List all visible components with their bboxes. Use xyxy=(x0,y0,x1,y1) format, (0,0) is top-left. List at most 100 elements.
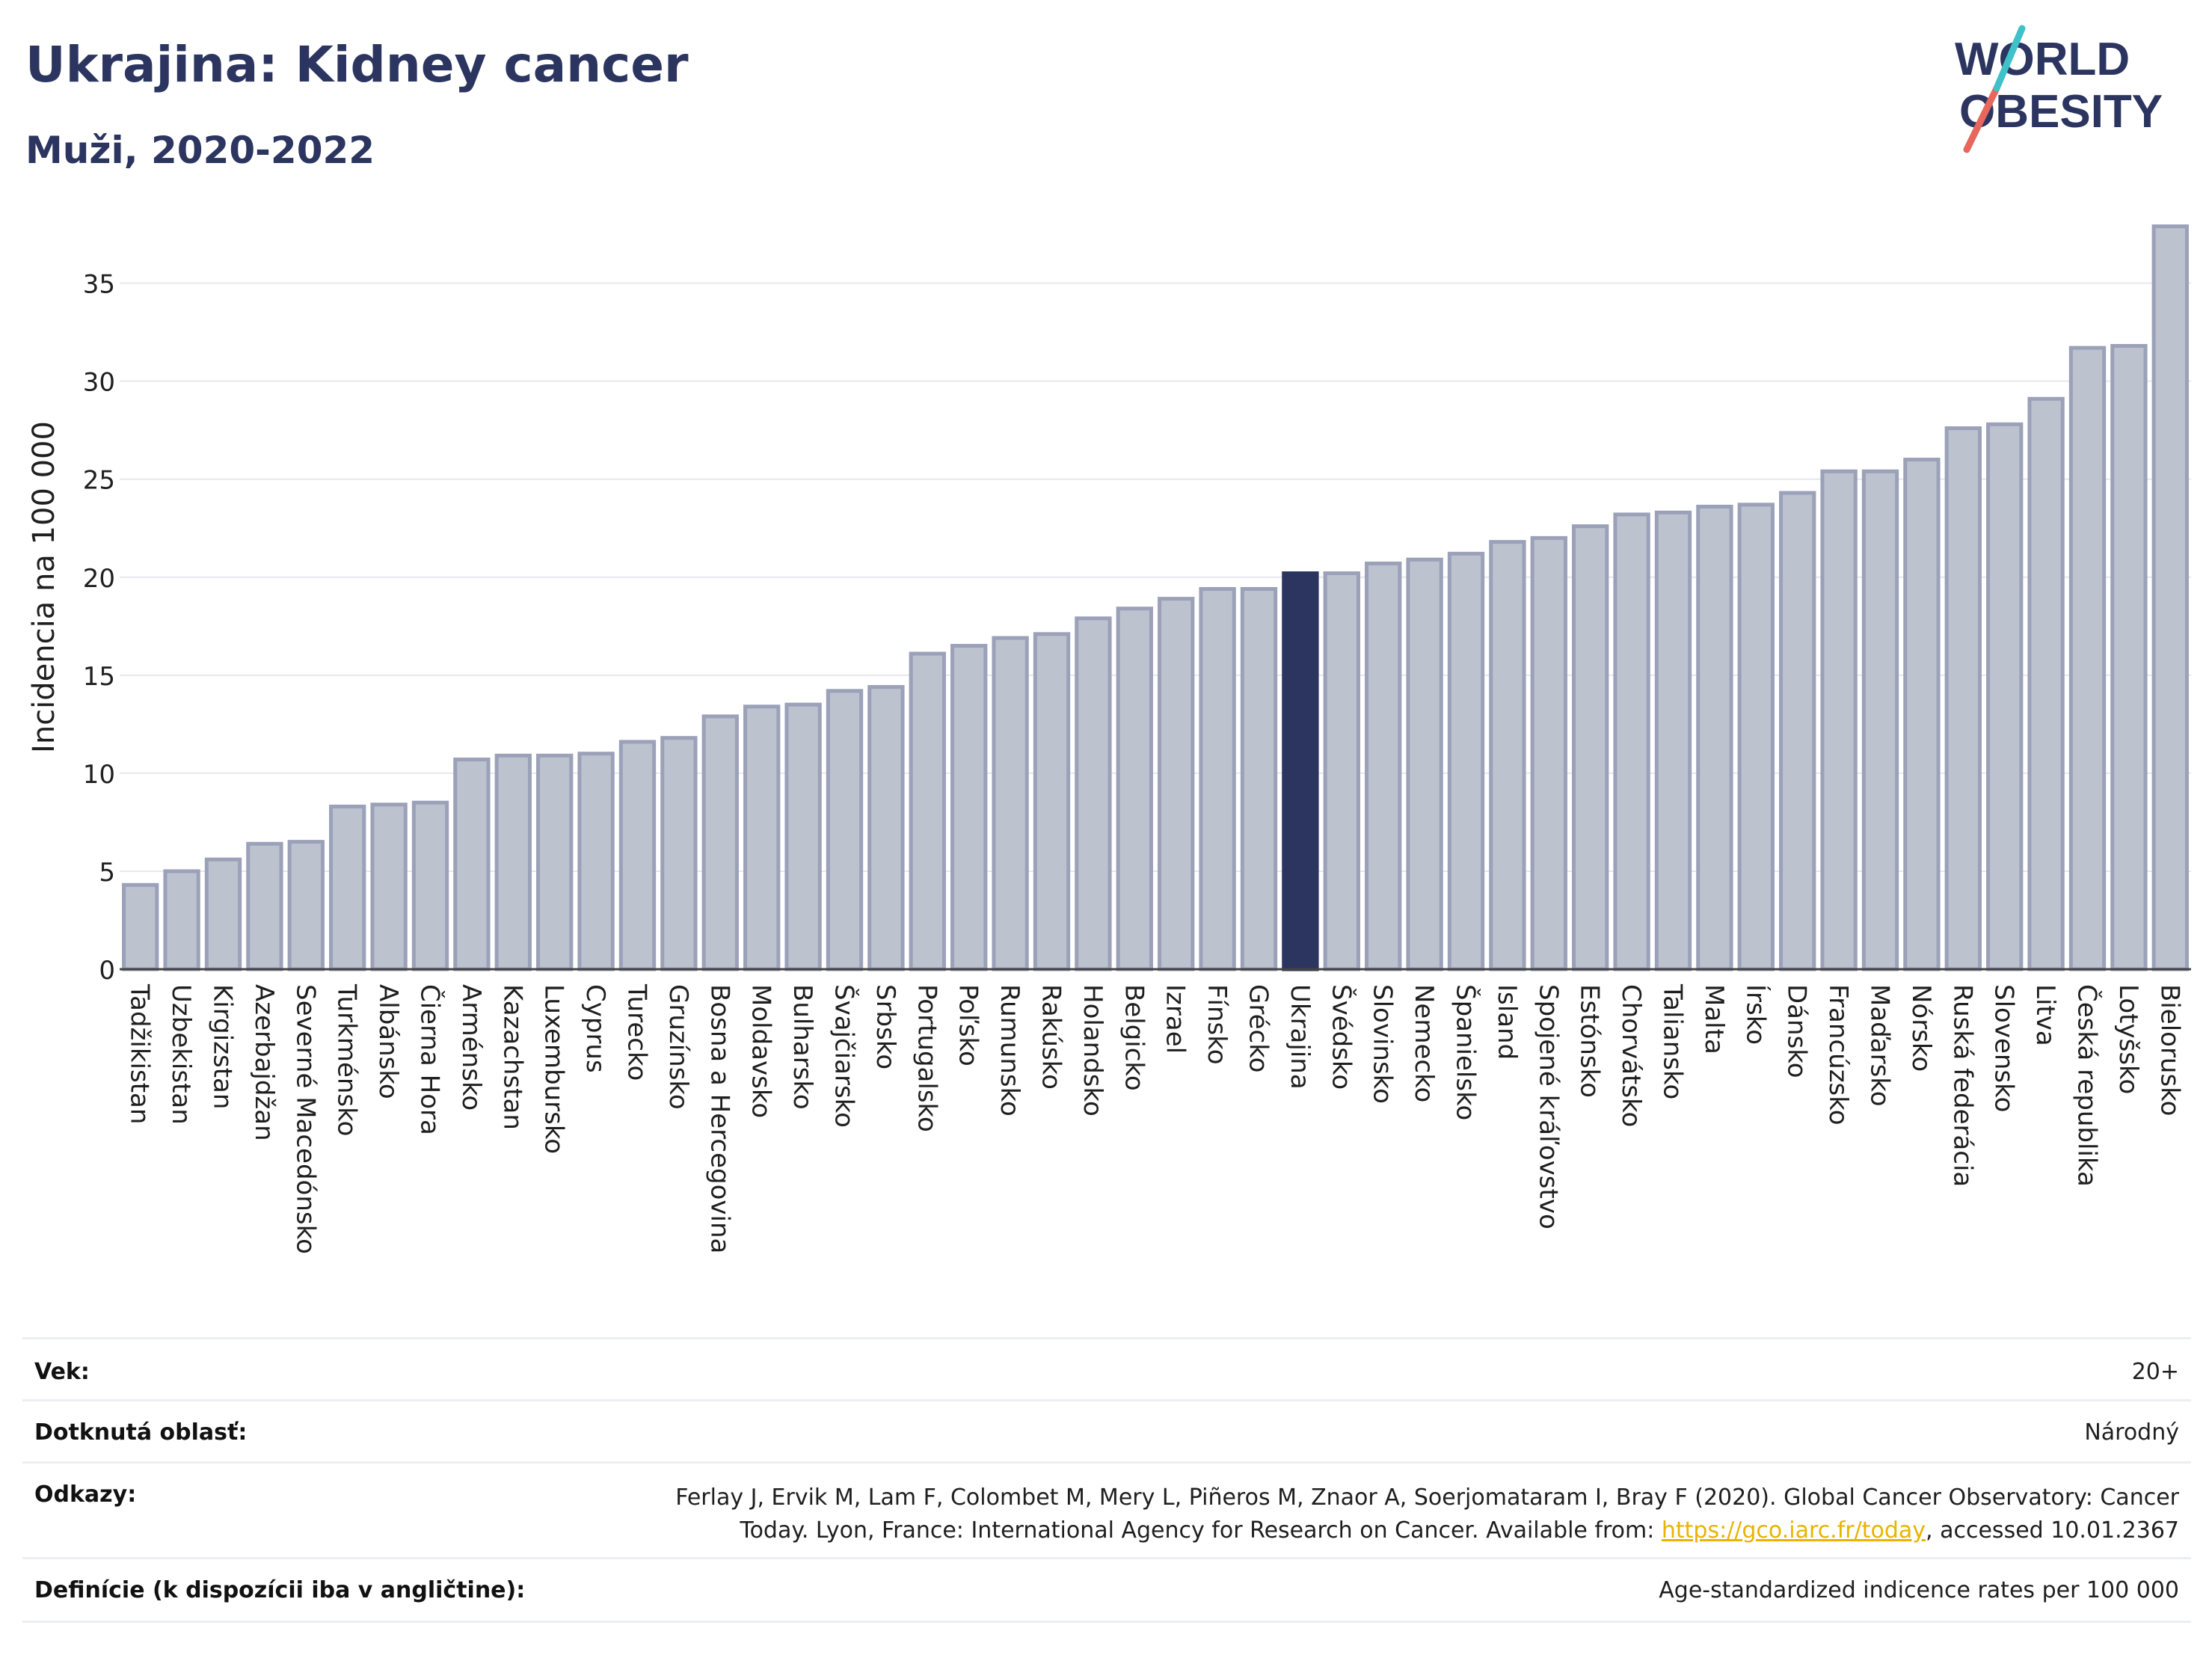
info-table: Vek: 20+ Dotknutá oblasť: Národný Odkazy… xyxy=(22,1337,2191,1623)
x-tick-label: Kazachstan xyxy=(497,984,527,1130)
bar-Uzbekistan[interactable] xyxy=(163,869,200,971)
bar-Chorvátsko[interactable] xyxy=(1613,512,1650,971)
x-tick-label: Srbsko xyxy=(870,984,900,1069)
bar-Malta[interactable] xyxy=(1696,504,1733,971)
x-tick-label: Luxembursko xyxy=(539,984,569,1154)
bar-Slovinsko[interactable] xyxy=(1365,561,1402,971)
x-tick-label: Island xyxy=(1492,984,1522,1060)
x-tick-label: Albánsko xyxy=(373,984,403,1099)
bar-Belgicko[interactable] xyxy=(1116,607,1153,971)
y-tick-label: 0 xyxy=(99,956,115,986)
y-tick-label: 30 xyxy=(83,368,115,398)
x-tick-label: Bosna a Hercegovina xyxy=(704,984,734,1253)
bar-Litva[interactable] xyxy=(2027,396,2065,971)
bar-Maďarsko[interactable] xyxy=(1861,469,1899,971)
x-tick-label: Chorvátsko xyxy=(1616,984,1646,1127)
bar-Gruzínsko[interactable] xyxy=(660,736,698,971)
x-tick-label: Tadžikistan xyxy=(125,983,155,1124)
x-tick-label: Ruská federácia xyxy=(1947,984,1977,1187)
bar-Írsko[interactable] xyxy=(1737,503,1775,971)
bar-Rumunsko[interactable] xyxy=(992,636,1029,971)
x-tick-label: Holandsko xyxy=(1078,984,1107,1117)
bar-Grécko[interactable] xyxy=(1240,587,1278,971)
bar-Bosna a Hercegovina[interactable] xyxy=(701,714,739,971)
x-tick-label: Česká republika xyxy=(2072,984,2103,1187)
x-tick-label: Francúzsko xyxy=(1823,984,1853,1126)
bar-Česká republika[interactable] xyxy=(2068,346,2107,971)
bar-chart: 0 5 10 15 20 25 30 35 Tadžikistan Uzbekistan Kirg… xyxy=(27,224,2191,1254)
age-label: Vek: xyxy=(34,1359,90,1385)
bar-Švédsko[interactable] xyxy=(1323,571,1360,971)
x-tick-label: Kirgizstan xyxy=(208,984,238,1109)
bar-Spojené kráľovstvo[interactable] xyxy=(1530,535,1567,971)
bar-Albánsko[interactable] xyxy=(370,802,408,971)
y-tick-label: 25 xyxy=(83,466,115,496)
y-tick-label: 10 xyxy=(83,760,115,790)
bar-Poľsko[interactable] xyxy=(950,644,988,971)
bar-Estónsko[interactable] xyxy=(1572,524,1609,971)
x-tick-label: Nemecko xyxy=(1409,984,1439,1102)
bar-Dánsko[interactable] xyxy=(1779,491,1816,971)
bar-Švajčiarsko[interactable] xyxy=(826,689,864,971)
bar-Ruská federácia[interactable] xyxy=(1944,426,1982,971)
area-value: Národný xyxy=(2084,1419,2179,1446)
bar-Čierna Hora[interactable] xyxy=(411,800,449,971)
page-title: Ukrajina: Kidney cancer xyxy=(25,36,689,93)
bar-Turkménsko[interactable] xyxy=(329,804,366,971)
bar-Srbsko[interactable] xyxy=(867,685,905,971)
x-tick-label: Moldavsko xyxy=(746,984,776,1118)
bar-Rakúsko[interactable] xyxy=(1033,632,1071,971)
x-tick-label: Bielorusko xyxy=(2154,984,2184,1116)
x-tick-label: Rumunsko xyxy=(995,984,1024,1117)
x-tick-label: Spojené kráľovstvo xyxy=(1533,984,1563,1229)
x-tick-label: Azerbajdžan xyxy=(249,984,279,1141)
bar-Arménsko[interactable] xyxy=(453,758,491,971)
x-tick-label: Írsko xyxy=(1740,984,1771,1045)
x-tick-label: Španielsko xyxy=(1451,984,1481,1120)
bar-Kirgizstan[interactable] xyxy=(204,857,242,971)
bar-Španielsko[interactable] xyxy=(1447,551,1485,971)
bar-Slovensko[interactable] xyxy=(1986,422,2024,971)
bar-Kazachstan[interactable] xyxy=(494,753,532,971)
x-tick-label: Cyprus xyxy=(580,984,610,1073)
x-tick-label: Fínsko xyxy=(1202,984,1232,1065)
bar-Cyprus[interactable] xyxy=(577,752,615,971)
bar-Fínsko[interactable] xyxy=(1199,587,1236,971)
bar-Turecko[interactable] xyxy=(618,740,657,971)
bar-Azerbajdžan[interactable] xyxy=(246,841,283,971)
bar-Luxembursko[interactable] xyxy=(536,753,574,971)
world-obesity-logo: WORLD OBESITY xyxy=(1955,25,2163,153)
info-row-definitions: Definície (k dispozícii iba v angličtine… xyxy=(22,1557,2191,1623)
x-tick-label: Turkménsko xyxy=(332,983,362,1136)
info-row-references: Odkazy: Ferlay J, Ervik M, Lam F, Colomb… xyxy=(22,1461,2191,1557)
bar-Portugalsko[interactable] xyxy=(909,651,946,971)
references-text: Today. Lyon, France: International Agenc… xyxy=(740,1517,1662,1544)
bar-Nemecko[interactable] xyxy=(1406,557,1443,971)
y-axis-label: Incidencia na 100 000 xyxy=(27,421,61,753)
bar-Island[interactable] xyxy=(1489,540,1526,971)
bar-Moldavsko[interactable] xyxy=(743,704,781,971)
bar-Bulharsko[interactable] xyxy=(784,702,822,971)
bar-Nórsko[interactable] xyxy=(1903,458,1941,971)
svg-text:WORLD: WORLD xyxy=(1955,34,2130,85)
bar-Severné Macedónsko[interactable] xyxy=(287,840,325,971)
x-tick-label: Slovensko xyxy=(1989,984,2019,1112)
x-tick-label: Poľsko xyxy=(953,984,983,1066)
bar-Ukrajina[interactable] xyxy=(1282,571,1319,971)
definitions-value: Age-standardized indicence rates per 100… xyxy=(1659,1577,2179,1603)
references-line-1: Ferlay J, Ervik M, Lam F, Colombet M, Me… xyxy=(675,1484,2179,1511)
bar-Francúzsko[interactable] xyxy=(1820,469,1858,971)
bar-Tadžikistan[interactable] xyxy=(122,882,159,971)
bar-Lotyšsko[interactable] xyxy=(2110,344,2148,971)
bar-Bielorusko[interactable] xyxy=(2151,224,2189,971)
x-tick-label: Nórsko xyxy=(1906,984,1936,1072)
bar-Izrael[interactable] xyxy=(1158,597,1195,971)
y-tick-label: 5 xyxy=(99,858,115,888)
x-tick-label: Lotyšsko xyxy=(2113,984,2143,1094)
definitions-label: Definície (k dispozícii iba v angličtine… xyxy=(34,1577,526,1603)
references-link[interactable]: https://gco.iarc.fr/today xyxy=(1661,1517,1926,1544)
bar-Taliansko[interactable] xyxy=(1654,510,1692,971)
x-tick-label: Uzbekistan xyxy=(166,984,196,1125)
bar-Holandsko[interactable] xyxy=(1075,616,1112,971)
x-tick-label: Izrael xyxy=(1161,984,1191,1054)
